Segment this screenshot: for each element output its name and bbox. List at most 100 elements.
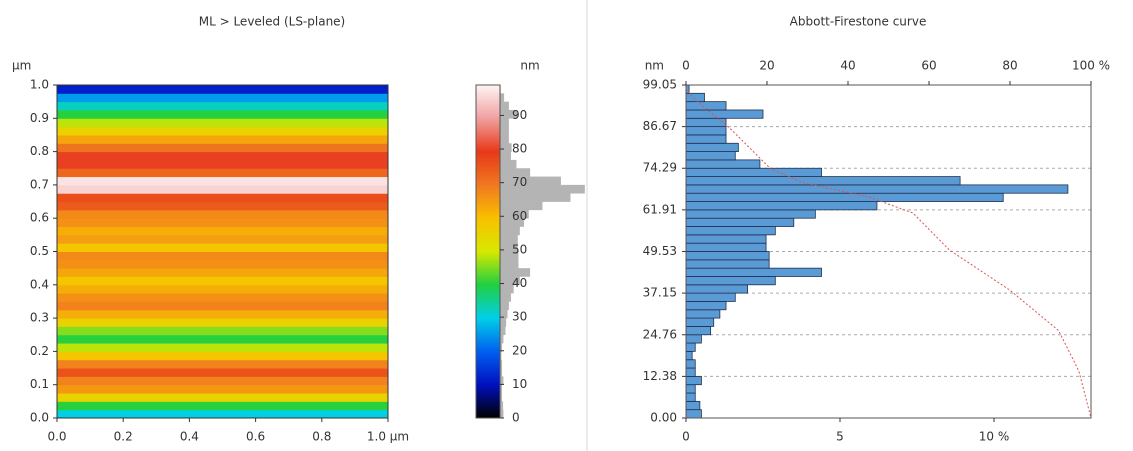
colorbar-distribution [500, 335, 503, 344]
colorbar-distribution [500, 93, 504, 102]
y-tick-label: 0.3 [30, 311, 49, 325]
y-tick-label: 0.2 [30, 344, 49, 358]
y-tick-label: 86.67 [643, 119, 677, 133]
heatmap-row [57, 252, 388, 261]
heatmap-row [57, 368, 388, 377]
colorbar-tick-label: 70 [512, 175, 527, 189]
heatmap-row [57, 110, 388, 119]
heatmap-row [57, 276, 388, 285]
colorbar-unit: nm [520, 59, 539, 73]
x-tick-label: 5 [836, 430, 844, 444]
heatmap-row [57, 177, 388, 186]
heatmap-row [57, 376, 388, 385]
heatmap-row [57, 268, 388, 277]
histogram-bar [686, 251, 769, 259]
histogram-bar [686, 393, 695, 401]
colorbar-distribution [500, 127, 509, 136]
heatmap-row [57, 235, 388, 244]
y-tick-label: 24.76 [643, 327, 677, 341]
y-tick-label: 0.00 [650, 411, 677, 425]
histogram-bar [686, 268, 822, 276]
colorbar-tick-label: 80 [512, 142, 527, 156]
y-tick-label: 74.29 [643, 161, 677, 175]
y-tick-label: 0.8 [30, 144, 49, 158]
histogram-bar [686, 285, 748, 293]
histogram-bar [686, 227, 775, 235]
histogram-bar [686, 202, 877, 210]
heatmap-row [57, 310, 388, 319]
heatmap-row [57, 118, 388, 127]
heatmap-row [57, 260, 388, 269]
heatmap-row [57, 243, 388, 252]
heatmap-row [57, 135, 388, 144]
colorbar-distribution [500, 135, 509, 144]
y-tick-label: 61.91 [643, 202, 677, 216]
colorbar-tick-label: 10 [512, 377, 527, 391]
histogram-bar [686, 160, 760, 168]
heatmap-row [57, 210, 388, 219]
colorbar-distribution [500, 301, 509, 310]
x2-tick-label: 80 [1002, 59, 1017, 73]
heatmap-row [57, 360, 388, 369]
histogram-bar [686, 310, 720, 318]
colorbar-distribution [500, 160, 516, 169]
histogram-bar [686, 376, 701, 384]
y-tick-label: 0.6 [30, 211, 49, 225]
x-tick-label: 1.0 µm [367, 430, 409, 444]
heatmap-row [57, 326, 388, 335]
heatmap-row [57, 218, 388, 227]
histogram-bar [686, 243, 766, 251]
histogram-bar [686, 118, 726, 126]
histogram-bar [686, 110, 763, 118]
histogram-bar [686, 360, 695, 368]
colorbar-tick-label: 90 [512, 108, 527, 122]
colorbar-tick-label: 0 [512, 411, 520, 425]
colorbar-tick-label: 60 [512, 209, 527, 223]
heatmap-row [57, 193, 388, 202]
heatmap-row [57, 401, 388, 410]
colorbar-distribution [500, 193, 570, 202]
y-tick-label: 0.9 [30, 111, 49, 125]
colorbar-distribution [500, 102, 509, 111]
histogram-bar [686, 185, 1068, 193]
x-tick-label: 0.0 [47, 430, 66, 444]
histogram-bar [686, 135, 726, 143]
colorbar-distribution [500, 410, 503, 419]
heatmap-row [57, 318, 388, 327]
heatmap-row [57, 127, 388, 136]
histogram-bar [686, 143, 738, 151]
histogram-bar [686, 260, 769, 268]
colorbar-distribution [500, 118, 509, 127]
histogram-bar [686, 410, 701, 418]
colorbar-distribution [500, 227, 520, 236]
histogram-bar [686, 343, 695, 351]
y-tick-label: 37.15 [643, 286, 677, 300]
histogram-bar [686, 351, 692, 359]
histogram-bar [686, 168, 822, 176]
histogram-bar [686, 177, 960, 185]
x2-tick-label: 0 [682, 59, 690, 73]
histogram-bar [686, 193, 1003, 201]
colorbar-tick-label: 40 [512, 276, 527, 290]
y-tick-label: 0.1 [30, 377, 49, 391]
heatmap-row [57, 410, 388, 419]
histogram-bar [686, 235, 766, 243]
x2-tick-label: 60 [921, 59, 936, 73]
y-tick-label: 0.7 [30, 177, 49, 191]
heatmap-row [57, 301, 388, 310]
heatmap-row [57, 168, 388, 177]
y-tick-label: 99.05 [643, 78, 677, 92]
heatmap-row [57, 102, 388, 111]
heatmap-row [57, 335, 388, 344]
page: ML > Leveled (LS-plane)µm0.00.20.40.60.8… [0, 0, 1133, 451]
heatmap-row [57, 152, 388, 161]
x2-tick-label: 40 [840, 59, 855, 73]
y-tick-label: 12.38 [643, 369, 677, 383]
heatmap-row [57, 93, 388, 102]
heatmap-row [57, 351, 388, 360]
histogram-bar [686, 152, 735, 160]
heatmap-row [57, 285, 388, 294]
x-tick-label: 0.8 [312, 430, 331, 444]
colorbar-distribution [500, 152, 511, 161]
heatmap-row [57, 143, 388, 152]
